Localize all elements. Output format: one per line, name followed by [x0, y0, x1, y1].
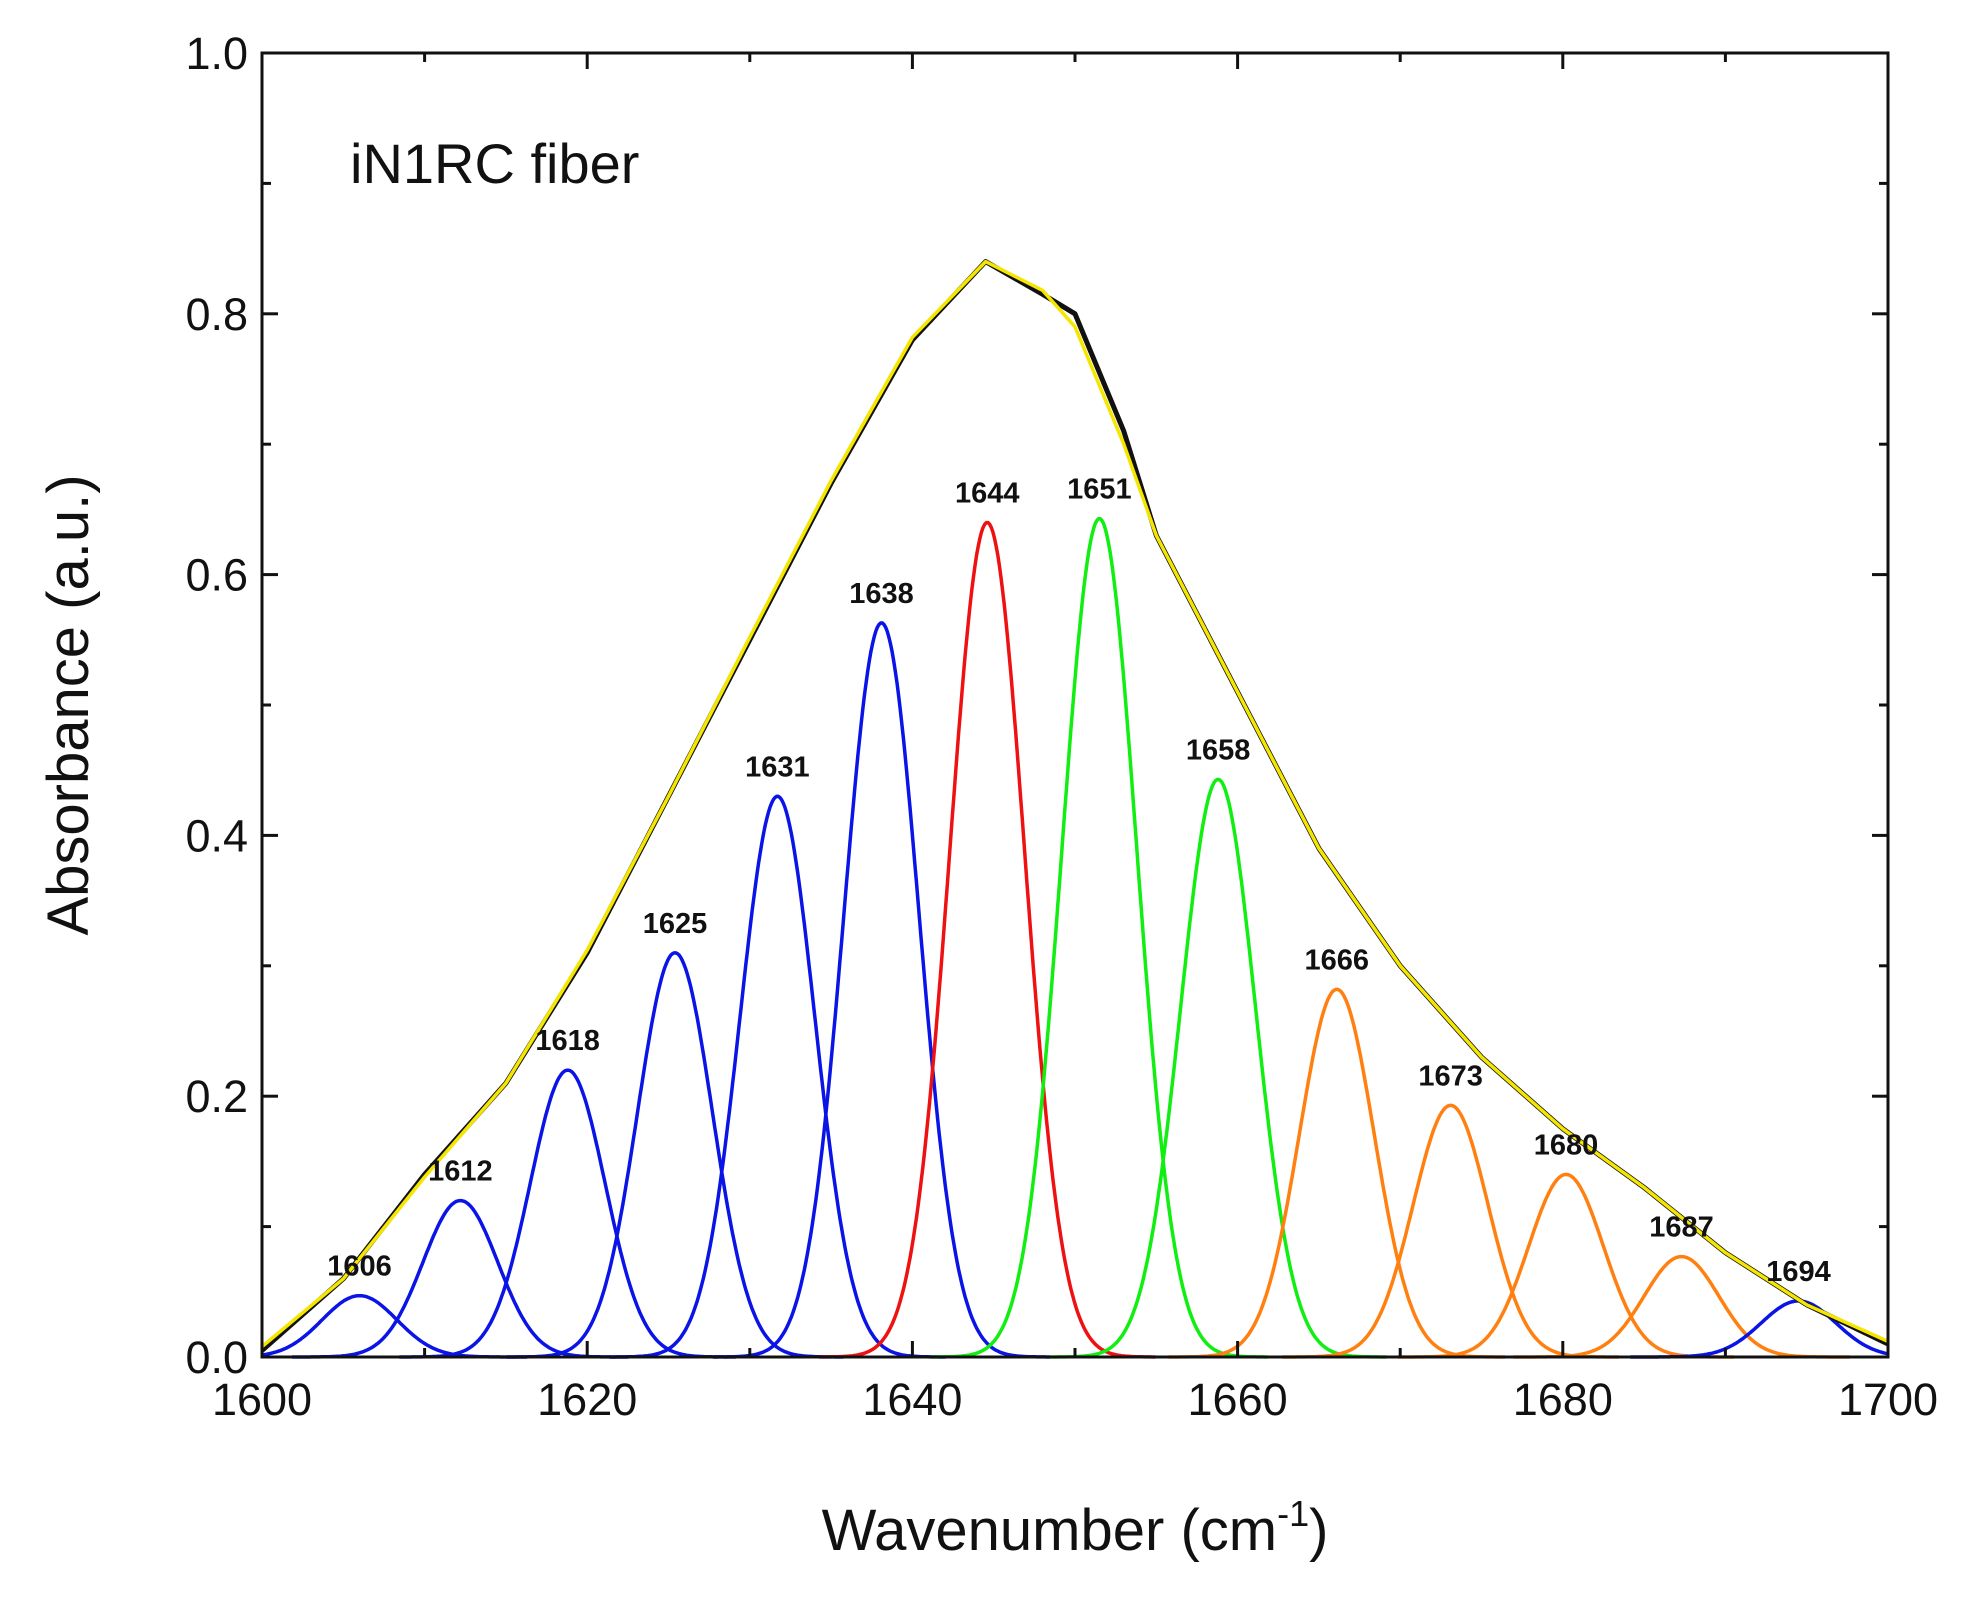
- peak-label-1673: 1673: [1418, 1060, 1483, 1092]
- x-tick-label: 1660: [1188, 1374, 1288, 1425]
- y-tick-label: 0.0: [185, 1332, 248, 1383]
- peak-label-1631: 1631: [745, 751, 810, 783]
- y-tick-label: 0.2: [185, 1071, 248, 1122]
- peak-label-1638: 1638: [849, 578, 914, 610]
- x-axis-title: Wavenumber (cm-1): [822, 1493, 1329, 1563]
- x-axis-title-close: ): [1309, 1498, 1328, 1563]
- y-tick-label: 0.4: [185, 810, 248, 861]
- y-tick-label: 0.6: [185, 550, 248, 601]
- y-axis-title: Absorbance (a.u.): [36, 474, 101, 935]
- peak-label-1687: 1687: [1649, 1212, 1714, 1244]
- peak-label-1606: 1606: [327, 1251, 392, 1283]
- peak-curve-1694: [1630, 1299, 1888, 1359]
- y-tick-label: 1.0: [185, 28, 248, 79]
- peak-curve-1631: [609, 794, 946, 1359]
- peak-curve-1638: [713, 621, 1050, 1359]
- peak-label-1680: 1680: [1534, 1129, 1599, 1161]
- peak-label-1694: 1694: [1766, 1256, 1831, 1288]
- axis-ticks: [260, 51, 1890, 1359]
- peak-label-1651: 1651: [1067, 474, 1132, 506]
- peak-curve-1658: [1049, 777, 1387, 1359]
- x-tick-label: 1600: [212, 1374, 312, 1425]
- peak-label-1618: 1618: [535, 1025, 600, 1057]
- x-tick-label: 1700: [1838, 1374, 1938, 1425]
- peak-curve-1644: [818, 520, 1156, 1359]
- peak-label-1658: 1658: [1186, 734, 1251, 766]
- plot-frame: [260, 51, 1890, 1359]
- axis-tick-labels: 1600 1620 1640 1660 1680 1700 0.0 0.2 0.4 0.6 0.8 1…: [185, 28, 1938, 1425]
- peak-curve-1612: [292, 1198, 629, 1359]
- peak-curve-1680: [1397, 1172, 1735, 1359]
- fit-envelope-line: [260, 259, 1889, 1348]
- peak-label-1666: 1666: [1305, 944, 1370, 976]
- y-tick-label: 0.8: [185, 289, 248, 340]
- peak-curve-1618: [399, 1068, 736, 1359]
- peak-labels: 1606 1612 1618 1625 1631 1638 1644 1651 1658 1666…: [327, 474, 1831, 1288]
- x-tick-label: 1640: [862, 1374, 962, 1425]
- peak-curve-1651: [931, 516, 1268, 1359]
- peak-label-1612: 1612: [428, 1156, 493, 1188]
- x-axis-title-text: Wavenumber (cm: [822, 1498, 1278, 1563]
- peak-label-1644: 1644: [955, 477, 1020, 509]
- peak-label-1625: 1625: [643, 908, 708, 940]
- x-tick-label: 1680: [1513, 1374, 1613, 1425]
- plot-curves: [260, 259, 1890, 1359]
- sample-annotation: iN1RC fiber: [350, 132, 639, 195]
- x-tick-label: 1620: [537, 1374, 637, 1425]
- peak-curve-1625: [506, 951, 844, 1359]
- peak-curve-1666: [1168, 987, 1506, 1359]
- x-axis-title-superscript: -1: [1277, 1493, 1309, 1534]
